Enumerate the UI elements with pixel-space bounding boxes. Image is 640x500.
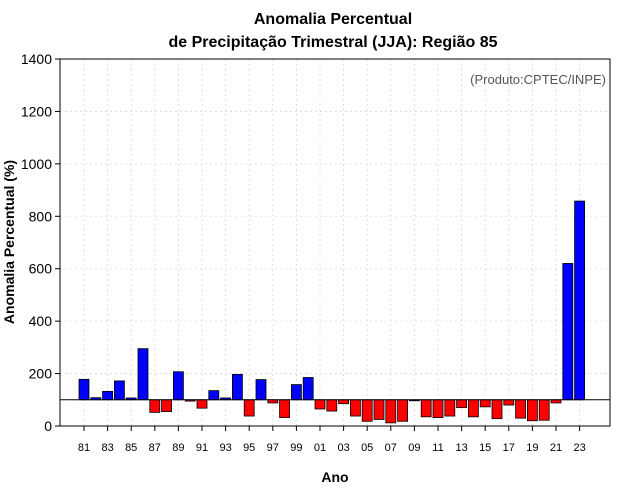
x-tick-label-17: 17 [503, 442, 515, 454]
x-axis: 81 83 85 87 89 91 93 95 97 99 01 03 05 07 09 11 13 15 17 19… [78, 426, 586, 454]
bar-98 [279, 399, 291, 419]
credit-label: (Produto:CPTEC/INPE) [470, 72, 606, 87]
bar-01 [314, 399, 326, 410]
bar-10 [420, 399, 432, 418]
bar-14 [467, 399, 479, 418]
bar-89 [172, 371, 184, 401]
bar-94 [231, 373, 243, 401]
bar-19 [527, 399, 538, 422]
bar-02 [326, 399, 338, 412]
bar-16 [491, 399, 503, 420]
y-axis-label: Anomalia Percentual (%) [1, 160, 17, 324]
bar-88 [161, 399, 173, 412]
y-tick-label-0: 0 [44, 418, 52, 434]
bar-83 [102, 390, 113, 401]
bar-07 [385, 399, 397, 424]
bar-23 [574, 200, 585, 401]
x-tick-label-23: 23 [573, 442, 585, 454]
bar-18 [515, 399, 526, 419]
bar-00 [302, 377, 314, 401]
bar-06 [373, 399, 385, 420]
bar-20 [538, 399, 550, 421]
bar-08 [397, 399, 409, 422]
bar-99 [290, 384, 302, 401]
x-tick-label-83: 83 [101, 442, 113, 454]
x-tick-label-99: 99 [290, 442, 302, 454]
bar-11 [432, 399, 444, 419]
bar-96 [255, 379, 267, 401]
bar-87 [149, 399, 161, 413]
chart-title-line2: de Precipitação Trimestral (JJA): Região… [168, 34, 497, 51]
y-tick-label-800: 800 [29, 208, 53, 224]
x-tick-label-81: 81 [78, 442, 90, 454]
x-axis-label: Ano [321, 469, 348, 485]
x-tick-label-89: 89 [172, 442, 184, 454]
plot-frame [59, 58, 611, 427]
x-tick-label-03: 03 [337, 442, 349, 454]
x-tick-label-09: 09 [408, 442, 420, 454]
bar-15 [479, 399, 491, 408]
x-tick-label-93: 93 [219, 442, 231, 454]
x-tick-label-11: 11 [432, 442, 443, 454]
x-tick-label-85: 85 [125, 442, 137, 454]
bar-04 [349, 399, 361, 417]
x-tick-label-87: 87 [149, 442, 161, 454]
grid-lines [60, 59, 610, 426]
bar-91 [196, 399, 208, 409]
x-tick-label-07: 07 [385, 442, 397, 454]
bar-95 [243, 399, 255, 417]
y-axis: 0 200 400 600 800 1000 1200 1400 [21, 51, 60, 434]
bar-22 [562, 263, 574, 401]
bar-92 [208, 390, 220, 401]
bar-81 [78, 378, 90, 401]
x-tick-label-91: 91 [196, 442, 208, 454]
bar-05 [361, 399, 373, 422]
bar-12 [444, 399, 456, 417]
bar-03 [338, 399, 350, 405]
y-tick-label-200: 200 [29, 366, 53, 382]
y-tick-label-1000: 1000 [21, 156, 52, 172]
x-tick-label-01: 01 [314, 442, 326, 454]
y-tick-label-1400: 1400 [21, 51, 52, 67]
chart-title-line1: Anomalia Percentual [254, 11, 412, 28]
x-tick-label-21: 21 [550, 442, 562, 454]
bars [78, 200, 585, 424]
y-tick-label-600: 600 [29, 261, 53, 277]
x-tick-label-95: 95 [243, 442, 255, 454]
x-tick-label-19: 19 [526, 442, 538, 454]
y-tick-label-400: 400 [29, 313, 53, 329]
x-tick-label-13: 13 [455, 442, 467, 454]
bar-86 [137, 348, 149, 401]
bar-84 [114, 380, 125, 401]
x-tick-label-97: 97 [267, 442, 279, 454]
bar-13 [456, 399, 468, 409]
x-tick-label-05: 05 [361, 442, 373, 454]
x-tick-label-15: 15 [479, 442, 491, 454]
bar-17 [503, 399, 515, 406]
y-tick-label-1200: 1200 [21, 103, 52, 119]
